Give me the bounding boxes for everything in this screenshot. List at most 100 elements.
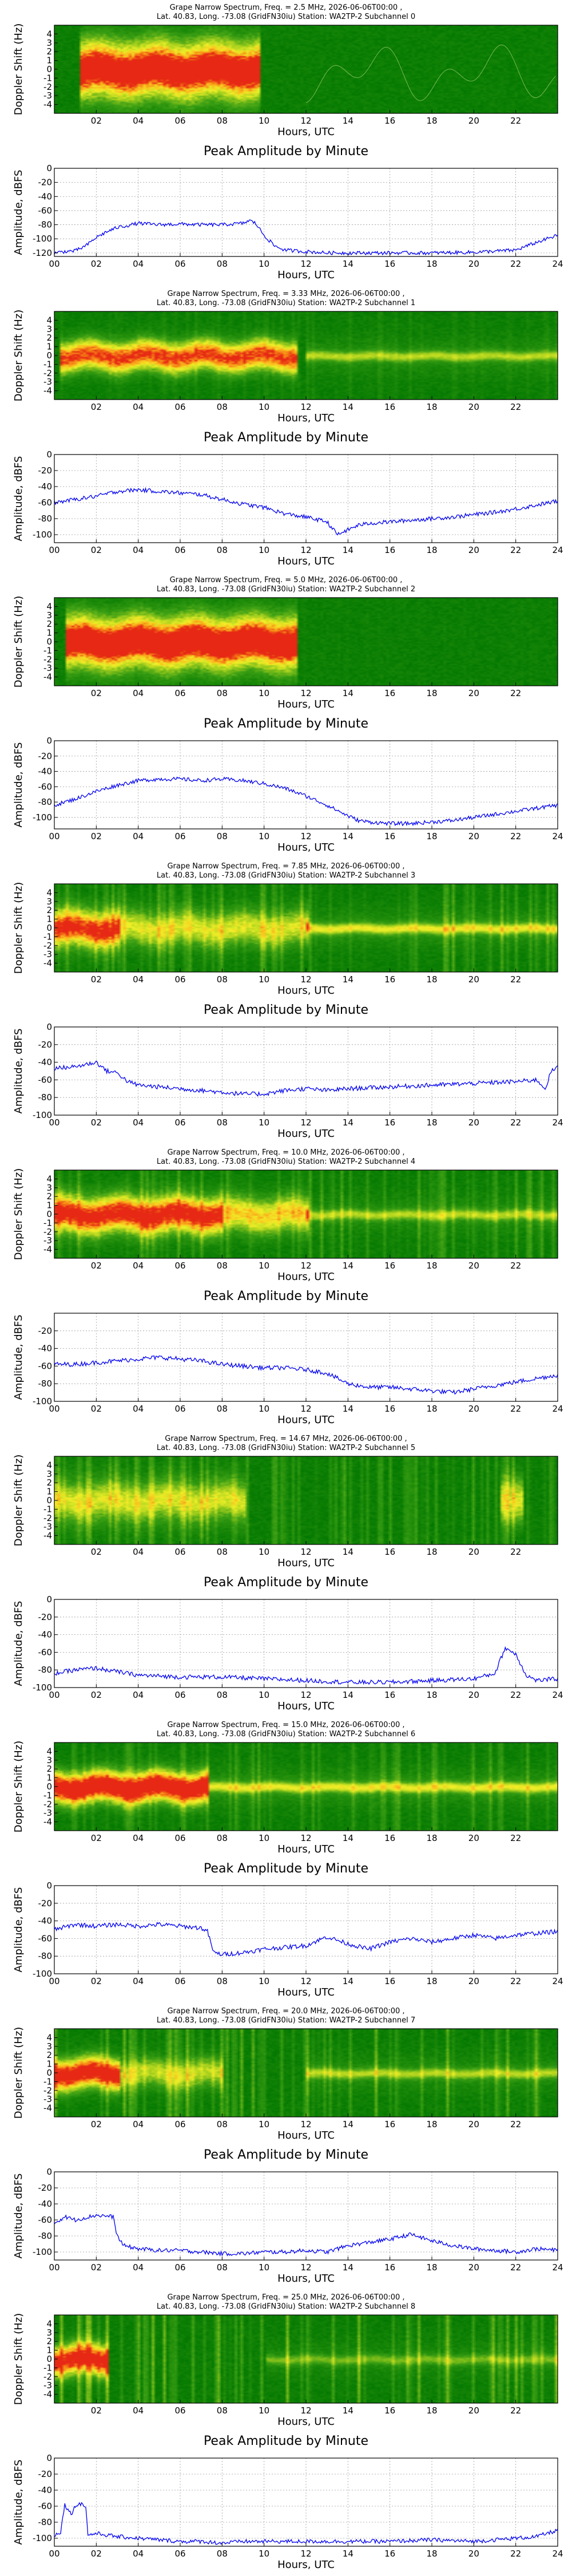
chart-title: Peak Amplitude by Minute [203,430,369,445]
y-tick-label: -20 [38,751,53,761]
x-tick-label: 20 [468,1690,479,1700]
y-tick-label: 0 [46,1781,52,1792]
y-tick-label: -100 [33,2533,52,2543]
amplitude-panel: Peak Amplitude by Minute 00 02 04 06 08 10 12 14… [0,1860,572,2004]
x-axis-label: Hours, UTC [277,2559,335,2571]
y-axis-label: Doppler Shift (Hz) [13,596,25,688]
y-axis-label: Doppler Shift (Hz) [13,23,25,116]
chart-title-line: Lat. 40.83, Long. -73.08 (GridFN30iu) St… [156,2016,416,2025]
y-tick-label: -80 [38,2231,53,2241]
x-tick-label: 00 [49,259,59,269]
x-tick-label: 08 [217,974,228,985]
y-tick-label: 2 [46,1477,52,1488]
x-tick-label: 10 [259,116,269,126]
spectrogram-image [54,25,558,113]
y-tick-label: 2 [46,619,52,629]
x-tick-label: 22 [510,2549,521,2559]
x-tick-label: 10 [259,1833,269,1843]
spectrogram-image [54,1456,558,1544]
x-tick-label: 22 [510,402,521,412]
x-tick-label: 08 [217,1833,228,1843]
x-tick-label: 20 [468,1261,479,1271]
y-tick-label: 4 [46,887,52,898]
spectrogram-image [54,598,558,686]
chart-title-line: Lat. 40.83, Long. -73.08 (GridFN30iu) St… [156,871,416,880]
x-tick-label: 04 [133,116,144,126]
y-tick-label: -60 [38,2215,53,2225]
spectrogram-svg: 02 04 06 08 10 12 14 16 18 20 2243210-1-2-3-4Hours… [13,310,558,424]
x-axis-label: Hours, UTC [277,841,335,854]
y-tick-label: 0 [46,1022,52,1032]
x-tick-label: 06 [174,1261,185,1271]
chart-title: Peak Amplitude by Minute [203,144,369,159]
x-tick-label: 06 [174,1117,185,1128]
chart-title-line: Grape Narrow Spectrum, Freq. = 3.33 MHz,… [167,290,405,298]
y-axis-label: Amplitude, dBFS [13,1601,25,1686]
y-tick-label: -80 [38,1951,53,1961]
amplitude-panel: Peak Amplitude by Minute 00 02 04 06 08 10 12 14… [0,1288,572,1431]
doppler-trace-line [305,44,556,103]
x-tick-label: 08 [217,1117,228,1128]
x-tick-label: 20 [468,688,479,698]
y-tick-label: 4 [46,29,52,39]
x-tick-label: 00 [49,1690,59,1700]
y-tick-label: 3 [46,610,52,621]
y-tick-label: 1 [46,342,52,352]
x-tick-label: 08 [217,1547,228,1557]
x-tick-label: 00 [49,1976,59,1986]
y-tick-label: -60 [38,2501,53,2511]
x-tick-label: 12 [300,688,311,698]
y-tick-label: -1 [43,2362,52,2373]
amplitude-panel: Peak Amplitude by Minute 00 02 04 06 08 10 12 14… [0,2433,572,2576]
x-tick-label: 08 [217,1976,228,1986]
chart-title-line: Lat. 40.83, Long. -73.08 (GridFN30iu) St… [156,2302,416,2311]
y-axis-label: Amplitude, dBFS [13,742,25,828]
chart-title-line: Lat. 40.83, Long. -73.08 (GridFN30iu) St… [156,1444,416,1452]
y-tick-label: -2 [43,82,52,92]
x-tick-label: 14 [343,1547,353,1557]
x-tick-label: 18 [426,116,437,126]
spectrogram-panel: Grape Narrow Spectrum, Freq. = 5.0 MHz, … [0,572,572,716]
y-tick-label: -3 [43,663,52,673]
y-tick-label: -4 [43,100,52,110]
x-tick-label: 08 [217,2549,228,2559]
y-tick-label: 0 [46,1594,52,1605]
x-tick-label: 02 [91,974,102,985]
x-tick-label: 06 [174,545,185,555]
x-tick-label: 14 [343,259,353,269]
x-tick-label: 14 [343,1404,353,1414]
series-line [54,219,558,256]
x-tick-label: 10 [259,545,269,555]
x-tick-label: 24 [552,2549,563,2559]
y-tick-label: -2 [43,654,52,665]
x-tick-label: 16 [384,116,395,126]
y-tick-label: -2 [43,2085,52,2096]
chart-title: Grape Narrow Spectrum, Freq. = 25.0 MHz,… [0,2293,572,2312]
x-axis-label: Hours, UTC [277,2416,335,2428]
x-tick-label: 14 [343,1833,353,1843]
spectrogram-image [54,311,558,400]
y-tick-label: -60 [38,1074,53,1085]
x-tick-label: 22 [510,2119,521,2129]
chart-title: Peak Amplitude by Minute [203,1862,369,1876]
x-tick-label: 10 [259,688,269,698]
x-tick-label: 04 [133,1690,144,1700]
x-tick-label: 04 [133,2405,144,2416]
y-tick-label: -100 [33,2247,52,2257]
x-tick-label: 02 [91,2262,102,2273]
spectrogram-panel: Grape Narrow Spectrum, Freq. = 25.0 MHz,… [0,2290,572,2433]
x-tick-label: 18 [426,2405,437,2416]
amplitude-panel: Peak Amplitude by Minute 00 02 04 06 08 10 12 14… [0,1574,572,1717]
x-tick-label: 10 [259,1690,269,1700]
x-tick-label: 12 [300,974,311,985]
chart-title: Grape Narrow Spectrum, Freq. = 7.85 MHz,… [0,862,572,880]
x-tick-label: 04 [133,402,144,412]
x-tick-label: 18 [426,402,437,412]
x-tick-label: 20 [468,1833,479,1843]
y-tick-label: 4 [46,1746,52,1756]
amplitude-panel: Peak Amplitude by Minute 00 02 04 06 08 10 12 14… [0,429,572,572]
x-tick-label: 18 [426,1690,437,1700]
y-tick-label: -3 [43,2380,52,2391]
x-tick-label: 12 [300,545,311,555]
spectrogram-svg: 02 04 06 08 10 12 14 16 18 20 2243210-1-2-3-4Hours… [13,1168,558,1283]
